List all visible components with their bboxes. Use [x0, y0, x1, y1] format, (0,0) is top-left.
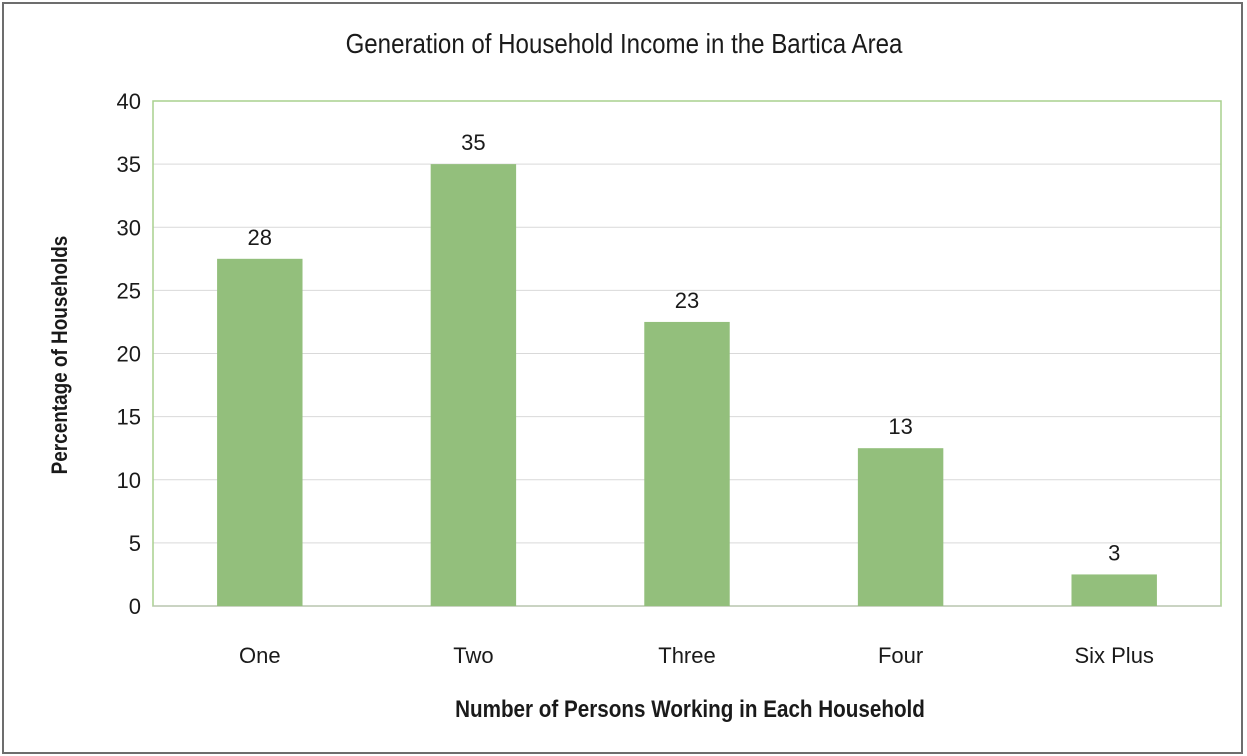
x-tick-label: Two [453, 643, 493, 668]
x-tick-label: Six Plus [1074, 643, 1153, 668]
x-tick-label: Four [878, 643, 923, 668]
y-tick-label: 40 [117, 89, 141, 114]
y-tick-label: 35 [117, 152, 141, 177]
chart-title: Generation of Household Income in the Ba… [345, 28, 903, 59]
data-label: 28 [248, 225, 272, 250]
data-label: 13 [888, 414, 912, 439]
bar [1071, 574, 1157, 606]
bar [217, 258, 303, 606]
data-label: 3 [1108, 540, 1120, 565]
data-label: 23 [675, 288, 699, 313]
y-tick-label: 15 [117, 405, 141, 430]
y-tick-label: 30 [117, 215, 141, 240]
x-tick-label: One [239, 643, 281, 668]
y-tick-label: 0 [129, 594, 141, 619]
x-tick-label: Three [658, 643, 715, 668]
bar [430, 164, 517, 606]
x-axis-label: Number of Persons Working in Each Househ… [455, 696, 925, 723]
data-label: 35 [461, 130, 485, 155]
y-tick-label: 25 [117, 278, 141, 303]
bar [857, 448, 944, 606]
y-tick-label: 5 [129, 531, 141, 556]
y-tick-label: 10 [117, 468, 141, 493]
y-tick-label: 20 [117, 342, 141, 367]
bar [644, 321, 730, 606]
